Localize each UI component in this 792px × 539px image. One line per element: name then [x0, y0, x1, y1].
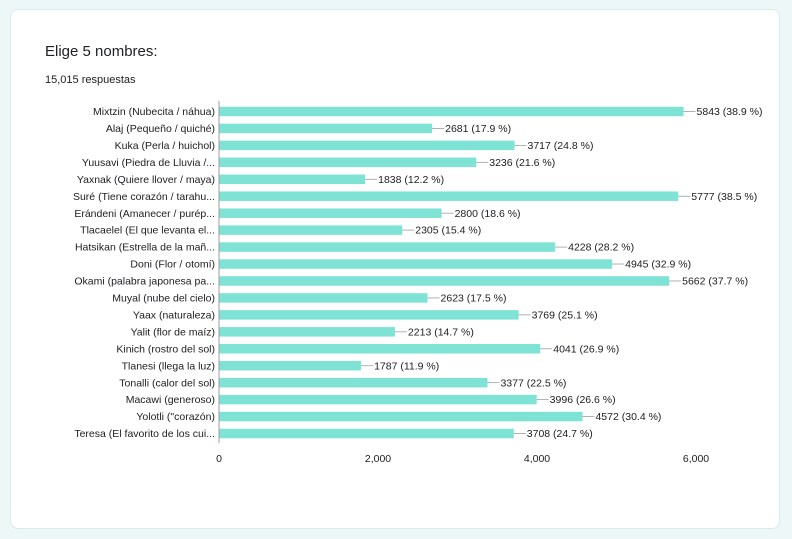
category-label: Erándeni (Amanecer / purép... — [74, 208, 215, 220]
bar — [219, 191, 679, 201]
data-label: 2213 (14.7 %) — [408, 326, 474, 338]
bar — [219, 276, 670, 286]
data-label: 4945 (32.9 %) — [625, 259, 691, 271]
data-label: 3769 (25.1 %) — [532, 309, 598, 321]
x-tick-label: 2,000 — [365, 453, 391, 465]
data-label: 1787 (11.9 %) — [374, 360, 439, 372]
category-label: Alaj (Pequeño / quiché) — [106, 123, 215, 135]
question-title: Elige 5 nombres: — [45, 43, 158, 60]
data-label: 1838 (12.2 %) — [378, 174, 444, 186]
category-label: Tlanesi (llega la luz) — [122, 360, 215, 372]
category-label: Okami (palabra japonesa pa... — [74, 276, 215, 288]
data-label: 2305 (15.4 %) — [415, 225, 481, 237]
category-label: Yaxnak (Quiere llover / maya) — [77, 174, 215, 186]
category-label: Yuusavi (Piedra de Lluvia /... — [82, 157, 215, 169]
bar — [219, 106, 684, 117]
category-label: Mixtzin (Nubecita / náhua) — [93, 106, 215, 118]
category-label: Yaax (naturaleza) — [133, 309, 215, 321]
data-label: 4572 (30.4 %) — [595, 411, 661, 423]
data-label: 2681 (17.9 %) — [445, 123, 511, 135]
data-label: 5777 (38.5 %) — [691, 191, 757, 203]
response-count: 15,015 respuestas — [45, 74, 136, 86]
category-label: Teresa (El favorito de los cui... — [74, 428, 215, 440]
bar — [219, 310, 519, 320]
bar — [219, 428, 514, 439]
bar — [219, 259, 613, 269]
category-label: Hatsikan (Estrella de la mañ... — [75, 242, 215, 254]
bar — [219, 377, 488, 388]
data-label: 2623 (17.5 %) — [441, 293, 507, 305]
bar — [219, 344, 541, 354]
data-label: 4041 (26.9 %) — [553, 343, 619, 355]
category-label: Kinich (rostro del sol) — [116, 343, 215, 355]
data-label: 5662 (37.7 %) — [682, 276, 748, 288]
category-label: Yalit (flor de maíz) — [131, 326, 215, 338]
category-label: Tonalli (calor del sol) — [119, 377, 215, 389]
bar — [219, 225, 403, 235]
data-label: 3708 (24.7 %) — [527, 428, 593, 440]
bar — [219, 327, 395, 337]
bar — [219, 411, 583, 422]
bar — [219, 242, 556, 252]
data-label: 3377 (22.5 %) — [500, 377, 566, 389]
bar — [219, 293, 428, 303]
category-label: Kuka (Perla / huichol) — [115, 140, 215, 152]
bar — [219, 140, 515, 151]
x-tick-label: 6,000 — [683, 453, 709, 465]
data-label: 5843 (38.9 %) — [697, 106, 763, 118]
x-tick-label: 4,000 — [524, 453, 550, 465]
data-label: 4228 (28.2 %) — [568, 242, 634, 254]
category-label: Yolotli ("corazón) — [136, 411, 215, 423]
bar — [219, 394, 537, 405]
category-label: Tlacaelel (El que levanta el... — [80, 225, 215, 237]
data-label: 2800 (18.6 %) — [455, 208, 521, 220]
bar — [219, 157, 477, 168]
bar — [219, 208, 442, 218]
data-label: 3996 (26.6 %) — [550, 394, 616, 406]
x-tick-label: 0 — [216, 453, 222, 465]
category-label: Suré (Tiene corazón / tarahu... — [73, 191, 215, 203]
category-label: Muyal (nube del cielo) — [112, 293, 215, 305]
chart-card: Elige 5 nombres: 15,015 respuestas — [10, 9, 780, 529]
category-label: Doni (Flor / otomí) — [130, 259, 215, 271]
bar — [219, 360, 362, 371]
data-label: 3717 (24.8 %) — [528, 140, 594, 152]
bar — [219, 123, 433, 134]
data-label: 3236 (21.6 %) — [489, 157, 555, 169]
category-label: Macawi (generoso) — [126, 394, 215, 406]
bar — [219, 174, 366, 185]
